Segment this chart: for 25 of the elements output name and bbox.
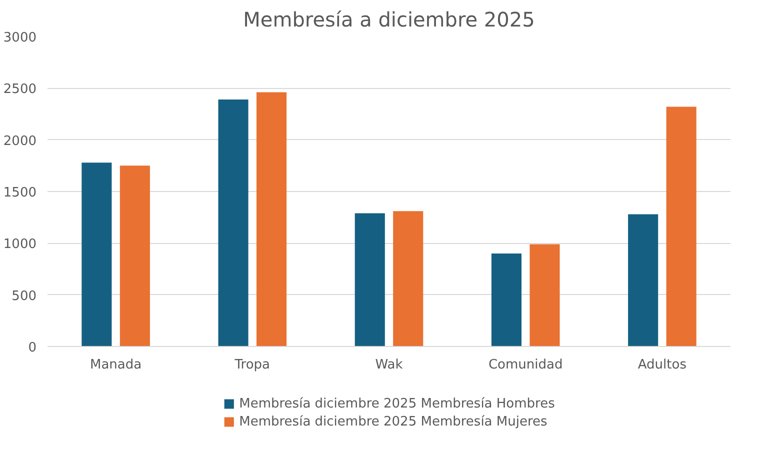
bar bbox=[628, 214, 658, 346]
legend-label: Membresía diciembre 2025 Membresía Mujeres bbox=[239, 414, 548, 429]
y-tick-label: 500 bbox=[12, 288, 37, 304]
bar bbox=[393, 211, 424, 346]
x-tick-label: Tropa bbox=[234, 358, 270, 372]
y-tick-label: 3000 bbox=[3, 30, 37, 46]
y-tick-label: 2500 bbox=[3, 82, 37, 98]
bar bbox=[218, 100, 248, 346]
x-tick-label: Comunidad bbox=[488, 358, 563, 372]
chart-title: Membresía a diciembre 2025 bbox=[243, 8, 535, 32]
x-tick-label: Wak bbox=[375, 358, 404, 372]
y-tick-label: 0 bbox=[28, 340, 37, 356]
legend-label: Membresía diciembre 2025 Membresía Hombres bbox=[239, 396, 555, 411]
bar bbox=[120, 166, 150, 346]
y-tick-label: 1000 bbox=[3, 237, 37, 252]
y-tick-label: 1500 bbox=[3, 186, 37, 200]
x-tick-label: Manada bbox=[90, 358, 142, 372]
bar bbox=[256, 92, 287, 346]
bar bbox=[666, 106, 696, 346]
bar bbox=[82, 162, 112, 346]
bar bbox=[530, 244, 560, 346]
bar bbox=[491, 254, 522, 346]
bar bbox=[354, 213, 385, 346]
x-tick-label: Adultos bbox=[638, 358, 687, 372]
y-tick-label: 2000 bbox=[3, 134, 37, 149]
